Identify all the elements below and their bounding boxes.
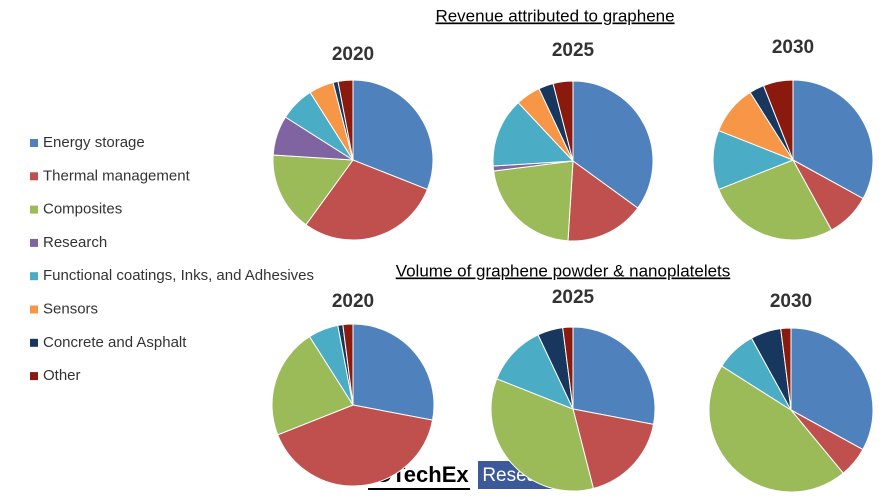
- legend-label: Concrete and Asphalt: [43, 334, 187, 351]
- section-title: Volume of graphene powder & nanoplatelet…: [396, 261, 731, 280]
- legend-label: Composites: [43, 201, 122, 218]
- legend-swatch: [30, 372, 38, 381]
- pie-title: 2020: [332, 291, 374, 312]
- legend-swatch: [30, 305, 38, 314]
- pie-slice: [352, 323, 435, 421]
- legend-label: Sensors: [43, 300, 98, 317]
- legend-label: Thermal management: [43, 167, 191, 184]
- legend-swatch: [30, 139, 38, 147]
- legend-swatch: [30, 272, 38, 281]
- pie-slice: [717, 159, 833, 241]
- pie-slice: [792, 79, 874, 200]
- legend-label: Research: [43, 234, 107, 251]
- legend-swatch: [30, 338, 38, 347]
- pie-slice: [572, 326, 656, 425]
- pie-slice: [552, 80, 574, 162]
- pie-slice: [492, 101, 575, 167]
- pie-slice: [271, 335, 354, 436]
- pie-slice: [305, 159, 429, 241]
- pie-slice: [780, 327, 792, 411]
- pie-slice: [272, 154, 354, 226]
- pie-slice: [342, 323, 354, 406]
- pie-title: 2030: [770, 291, 812, 312]
- pie-slice: [490, 378, 595, 492]
- legend-swatch: [30, 238, 38, 247]
- pie-title: 2030: [772, 37, 814, 58]
- pie-slice: [762, 79, 794, 161]
- pie-slice: [567, 160, 639, 242]
- section-title: Revenue attributed to graphene: [435, 6, 674, 25]
- legend-label: Other: [43, 367, 81, 384]
- pie-slice: [277, 404, 434, 487]
- pie-slice: [708, 365, 844, 493]
- pie-slice: [790, 327, 874, 451]
- pie-slice: [496, 334, 574, 410]
- pie-title: 2020: [332, 44, 374, 65]
- pie-title: 2025: [552, 40, 595, 61]
- pie-slice: [337, 79, 354, 161]
- legend-swatch: [30, 172, 38, 181]
- legend-swatch: [30, 205, 38, 214]
- pie-slice: [562, 326, 574, 410]
- legend-label: Energy storage: [43, 134, 145, 151]
- pie-title: 2025: [552, 287, 595, 308]
- pie-slice: [572, 80, 654, 209]
- legend-label: Functional coatings, Inks, and Adhesives: [43, 267, 314, 284]
- pie-slice: [712, 129, 795, 191]
- pie-slice: [352, 79, 434, 191]
- pie-slice: [493, 160, 574, 242]
- pie-slice: [572, 408, 655, 490]
